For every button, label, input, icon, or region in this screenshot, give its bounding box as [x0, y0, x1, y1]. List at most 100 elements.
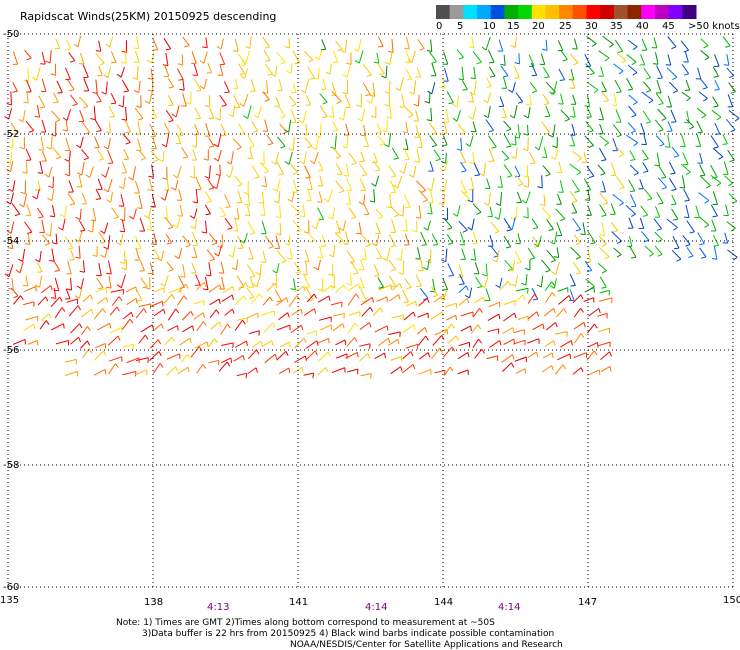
wind-barb-flag: [354, 59, 360, 64]
wind-barb: [135, 247, 140, 261]
wind-barb: [487, 92, 492, 103]
wind-barb: [429, 135, 438, 146]
wind-barb: [25, 120, 35, 131]
wind-barb-flag: [406, 78, 412, 81]
wind-barb-flag: [135, 298, 138, 304]
wind-barb: [574, 333, 582, 344]
wind-barb: [627, 39, 638, 48]
legend-label-30: 30: [585, 21, 598, 32]
wind-barb: [23, 193, 28, 208]
wind-barb: [654, 245, 663, 255]
wind-barb-flag: [209, 258, 215, 262]
wind-barb: [699, 78, 708, 88]
lat-label-52: -52: [3, 129, 19, 140]
wind-barb: [388, 294, 399, 302]
legend-swatches: [436, 5, 697, 19]
wind-barb-flag: [342, 145, 348, 149]
wind-barb-flag: [713, 105, 719, 108]
wind-barb: [629, 164, 639, 174]
wind-barb: [305, 340, 318, 349]
wind-barb: [66, 79, 75, 90]
wind-barb-flag: [314, 308, 317, 314]
wind-barb-flag: [344, 339, 347, 346]
wind-barb-flag: [202, 288, 209, 291]
wind-barb: [194, 107, 201, 119]
wind-barb: [245, 50, 251, 64]
wind-barb-flag: [371, 297, 374, 303]
wind-barb: [41, 234, 51, 244]
wind-barb: [80, 340, 88, 349]
wind-barb-flag: [296, 229, 302, 233]
wind-barb-flag: [331, 285, 334, 291]
wind-barb-flag: [300, 308, 303, 315]
wind-barb: [346, 178, 352, 191]
wind-barb-flag: [121, 327, 123, 333]
wind-barb-flag: [39, 106, 45, 109]
wind-barb-flag: [672, 218, 679, 221]
wind-barb: [628, 245, 637, 258]
legend-label-20: 20: [532, 21, 545, 32]
wind-barb-flag: [231, 308, 235, 314]
wind-barb-flag: [370, 373, 372, 379]
wind-barb: [699, 216, 710, 226]
wind-barb: [134, 50, 140, 63]
wind-barb: [415, 274, 422, 287]
wind-barb-flag: [7, 145, 13, 149]
wind-barb-flag: [366, 74, 372, 78]
wind-barb-flag: [604, 142, 609, 147]
wind-barb: [584, 135, 594, 146]
wind-barb-flag: [489, 75, 496, 78]
wind-barb-flag: [285, 297, 289, 303]
wind-barb: [177, 165, 182, 179]
wind-barb: [166, 178, 170, 191]
wind-barb: [418, 352, 429, 360]
wind-barb-flag: [570, 285, 576, 287]
wind-barb-flag: [601, 286, 607, 289]
wind-barb: [655, 52, 659, 65]
wind-barb: [205, 37, 208, 48]
wind-barb: [93, 136, 100, 148]
wind-barb: [430, 39, 433, 52]
wind-barb: [207, 63, 213, 73]
wind-barb: [25, 315, 38, 321]
wind-barb: [472, 338, 479, 348]
wind-barb-flag: [163, 309, 166, 315]
wind-barb-flag: [242, 355, 245, 361]
wind-barb: [79, 208, 82, 220]
wind-barb-flag: [125, 131, 131, 134]
wind-barb-flag: [47, 197, 52, 202]
wind-barb: [458, 285, 467, 293]
wind-barb: [583, 297, 594, 302]
wind-barb-flag: [443, 121, 449, 123]
wind-barb: [193, 166, 196, 178]
wind-barb-flag: [470, 77, 476, 80]
wind-barb: [53, 92, 59, 103]
wind-barb-flag: [379, 143, 385, 146]
wind-barb: [196, 281, 205, 291]
wind-barb-flag: [571, 212, 577, 214]
wind-barb: [264, 176, 267, 187]
wind-barb: [405, 121, 409, 133]
wind-barb: [122, 370, 137, 376]
wind-barb: [488, 301, 500, 308]
wind-barb: [303, 275, 311, 288]
wind-barb: [503, 120, 512, 130]
wind-barb-flag: [23, 79, 29, 83]
wind-barb: [572, 218, 582, 230]
wind-barb: [292, 50, 300, 64]
wind-barb-flag: [449, 366, 454, 372]
wind-barb: [64, 67, 71, 80]
wind-barb-flag: [386, 325, 389, 331]
wind-barb: [236, 259, 239, 270]
wind-barb: [431, 177, 435, 191]
wind-barb-flag: [718, 156, 724, 160]
wind-barb-flag: [281, 260, 287, 264]
wind-barb-flag: [116, 284, 122, 289]
wind-barb-flag: [20, 191, 26, 195]
wind-barb-flag: [147, 59, 153, 64]
wind-barb: [460, 311, 474, 317]
wind-barb-flag: [185, 244, 191, 248]
wind-barb-flag: [272, 270, 278, 274]
wind-barb-flag: [154, 257, 160, 260]
wind-barb: [389, 51, 393, 65]
